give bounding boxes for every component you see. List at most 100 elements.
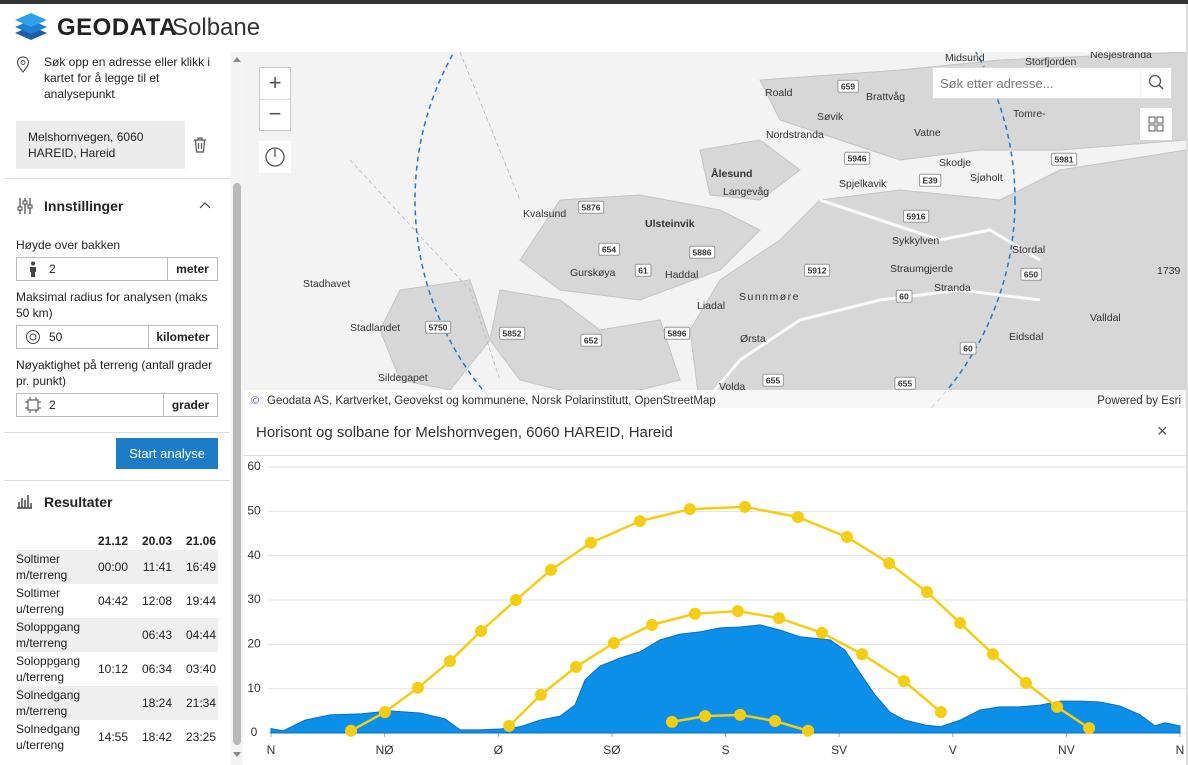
road-shield [425, 320, 452, 334]
road-label: E39 [922, 175, 937, 185]
radius-input[interactable]: 50 kilometer [16, 325, 218, 349]
place-labels: Midsund Storfjorden Nesjestranda Roald B… [303, 52, 1181, 393]
scroll-down[interactable] [233, 752, 241, 758]
table-row: Soltimer m/terreng 00:00 11:41 16:49 [16, 550, 218, 584]
right-border [1186, 4, 1188, 765]
zoom-in[interactable]: + [260, 68, 290, 100]
road-shield [762, 373, 784, 387]
place-label: Liadal [697, 300, 725, 312]
sun-point [920, 586, 933, 599]
delete-button[interactable] [192, 136, 208, 154]
road-labels: 659 5946 5981 E39 5876 5916 654 5886 61 … [425, 79, 1078, 390]
close-button[interactable]: × [1157, 421, 1168, 441]
pin-icon [16, 56, 30, 73]
place-label: Stordal [1012, 244, 1045, 256]
input-unit: meter [167, 258, 217, 280]
road-shield [895, 289, 913, 303]
person-icon [30, 261, 36, 277]
scrollbar[interactable] [231, 52, 243, 765]
sun-point [607, 637, 620, 650]
x-tick-label: NØ [376, 743, 394, 757]
collapse-button[interactable] [199, 201, 211, 209]
settings-icon [17, 198, 33, 214]
height-input[interactable]: 2 meter [16, 257, 218, 281]
sun-point [768, 715, 781, 728]
road-shield [894, 376, 916, 390]
road-label: 5916 [907, 211, 926, 221]
sun-point [411, 681, 424, 694]
scroll-up[interactable] [233, 56, 241, 62]
map[interactable]: Midsund Storfjorden Nesjestranda Roald B… [243, 52, 1186, 408]
place-label: Tomre- [1013, 108, 1046, 120]
copyright-icon: © [251, 395, 259, 407]
sun-point [934, 706, 947, 719]
sun-point [570, 660, 583, 673]
road-shield [499, 326, 526, 340]
compass-button[interactable] [259, 141, 291, 173]
table-header: 21.12 20.03 21.06 [16, 532, 218, 550]
road-shield [689, 245, 716, 259]
header-cell: 20.03 [141, 534, 172, 548]
x-tick-label: N [1176, 743, 1185, 757]
input-unit: grader [163, 394, 217, 416]
zoom-out[interactable]: − [268, 101, 282, 126]
road-shield [664, 326, 691, 340]
sun-point [856, 648, 869, 661]
start-button[interactable]: Start analyse [116, 438, 218, 469]
place-label: Sunnmøre [739, 291, 800, 303]
row-value: 12:08 [141, 594, 172, 608]
radius-icon [26, 330, 40, 344]
divider [4, 432, 230, 433]
sun-point [791, 511, 804, 524]
x-tick-label: N [267, 743, 276, 757]
top-stripe [0, 0, 1188, 4]
app-title: Solbane [172, 14, 261, 41]
road-shield [598, 242, 620, 256]
road-shield [903, 209, 930, 223]
sun-point [738, 500, 751, 513]
table-row: Soloppgang m/terreng 06:43 04:44 [16, 618, 218, 652]
road-shield [918, 173, 942, 187]
input-unit: kilometer [148, 326, 217, 348]
road-label: 659 [841, 81, 855, 91]
results-icon [17, 495, 32, 509]
place-label: Langevåg [723, 186, 769, 198]
row-value: 04:44 [185, 628, 216, 642]
search-box[interactable]: Søk etter adresse... [932, 67, 1172, 99]
sun-point [815, 626, 828, 639]
sun-point [584, 536, 597, 549]
place-label: Skodje [939, 157, 971, 169]
y-tick-label: 20 [247, 637, 261, 651]
road-label: 5886 [693, 247, 712, 257]
x-tick-label: Ø [494, 743, 503, 757]
row-value: 18:42 [141, 730, 172, 744]
y-tick-label: 40 [247, 548, 261, 562]
row-value: 04:42 [97, 594, 128, 608]
sun-point [802, 724, 815, 737]
sun-point [646, 618, 659, 631]
sun-point [898, 675, 911, 688]
row-label: Soloppgang u/terreng [16, 654, 81, 684]
sun-point [345, 724, 358, 737]
search-button[interactable] [1140, 68, 1172, 98]
accuracy-input[interactable]: 2 grader [16, 393, 218, 417]
table-row: Soloppgang u/terreng 10:12 06:34 03:40 [16, 652, 218, 686]
scroll-thumb[interactable] [233, 183, 241, 745]
results-title: Resultater [44, 494, 113, 510]
place-label: Søvik [817, 111, 844, 123]
place-label: Stranda [934, 282, 971, 294]
input-value: 50 [49, 330, 63, 344]
place-label: Sildegapet [378, 372, 428, 384]
sun-point [683, 503, 696, 516]
chart-title: Horisont og solbane for Melshornvegen, 6… [256, 424, 673, 441]
place-label: Storfjorden [1025, 56, 1077, 68]
divider [4, 480, 230, 481]
field-label: Nøyaktighet på terreng (antall grader pr… [16, 358, 213, 388]
road-label: 60 [963, 343, 973, 353]
sun-point [734, 708, 747, 721]
place-label: Haddal [665, 269, 698, 281]
basemap-button[interactable] [1140, 108, 1172, 140]
x-tick-label: SV [831, 743, 847, 757]
brand: GEODATA [57, 14, 177, 41]
